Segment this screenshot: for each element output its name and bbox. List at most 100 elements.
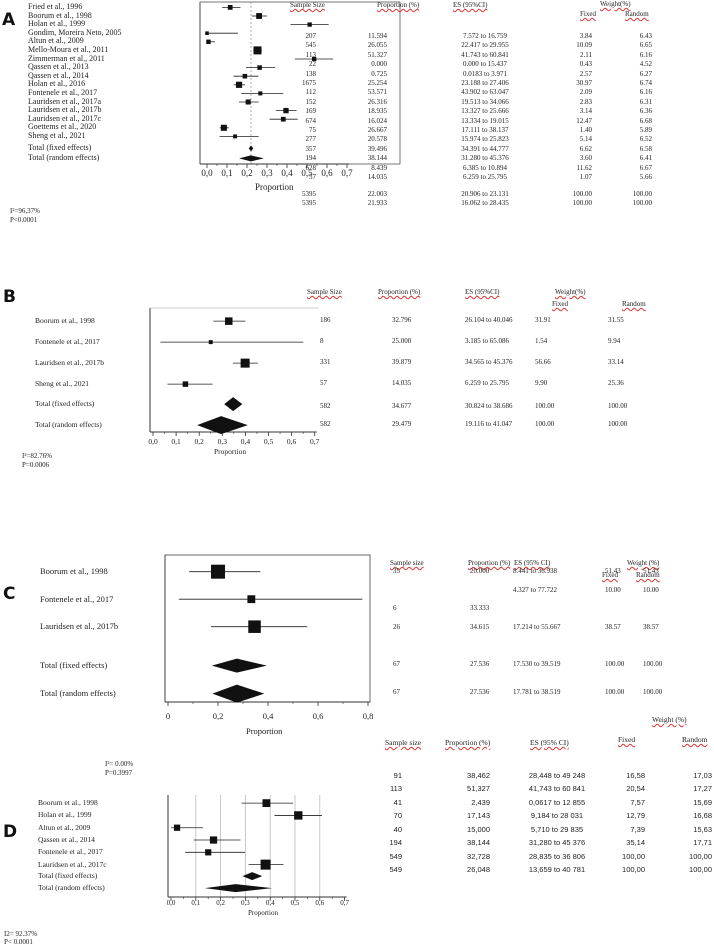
table-cell-prop: 20.578 — [367, 135, 387, 144]
table-cell-es: 28,835 to 36 806 — [528, 852, 586, 861]
table-cell-wf: 51.43 — [605, 567, 621, 575]
x-tick-label: 0,5 — [301, 168, 313, 178]
study-name: Lauridsen et al., 2017b — [40, 621, 119, 631]
study-estimate-square — [211, 564, 225, 579]
panel-label: D — [3, 822, 18, 842]
study-name: Holan et al., 1999 — [38, 810, 92, 820]
table-cell-wr: 38.57 — [643, 623, 659, 631]
table-cell-prop: 17,143 — [467, 811, 490, 821]
x-tick-label: 0,3 — [241, 899, 250, 907]
random-effects-diamond — [197, 416, 248, 435]
table-cell-es: 26.104 to 40.046 — [465, 316, 513, 324]
table-cell-wr: 6.52 — [639, 135, 652, 144]
table-cell-prop: 26.667 — [367, 126, 387, 134]
table-cell-prop: 26.055 — [367, 41, 387, 50]
table-cell-es: 8.441 to 36.938 — [513, 567, 557, 575]
column-header-fixed: Fixed — [580, 10, 596, 18]
table-cell-wf: 2.09 — [579, 88, 592, 97]
column-header-fixed: Fixed — [552, 300, 568, 308]
table-cell-prop: 32,728 — [467, 852, 490, 861]
column-header-prop: Proportion (%) — [445, 738, 491, 747]
table-cell-es: 13.327 to 25.666 — [461, 107, 509, 116]
table-cell-es: 17.111 to 38.137 — [461, 126, 509, 134]
study-estimate-square — [182, 381, 189, 387]
study-estimate-square — [235, 81, 243, 88]
table-cell-es: 13.334 to 19.015 — [461, 116, 509, 125]
table-cell-prop: 21.933 — [367, 199, 387, 207]
total-name: Total (random effects) — [38, 883, 105, 892]
table-cell-wf: 31.91 — [535, 316, 551, 324]
plot-frame — [164, 554, 371, 703]
random-effects-diamond — [212, 684, 265, 703]
table-cell-n: 5395 — [302, 190, 316, 198]
table-cell-wr: 33.14 — [608, 358, 624, 366]
table-cell-n: 186 — [320, 316, 331, 324]
table-cell-es: 6.385 to 10.894 — [463, 163, 507, 172]
study-name: Fontenele et al., 2017 — [35, 337, 100, 346]
x-axis-label: Proportion — [248, 909, 278, 917]
table-cell-wr: 17,71 — [693, 838, 712, 847]
column-header-es: ES (95% CI) — [514, 559, 551, 567]
column-header-weight: Weight (%) — [652, 715, 687, 724]
table-cell-es: 3.185 to 65.086 — [465, 337, 509, 345]
table-cell-prop: 34.677 — [392, 402, 412, 410]
table-cell-es: 23.188 to 27.406 — [461, 79, 509, 87]
table-cell-es: 41,743 to 60 841 — [528, 784, 586, 794]
table-cell-wf: 7,39 — [630, 824, 645, 834]
table-cell-es: 15.974 to 25.823 — [461, 135, 509, 144]
column-header-es: ES (95% CI) — [530, 738, 569, 747]
table-cell-prop: 27.536 — [470, 660, 490, 668]
x-tick-label: 0,5 — [290, 899, 300, 907]
table-cell-es: 22.417 to 29.955 — [461, 41, 509, 50]
study-estimate-square — [205, 849, 212, 856]
table-cell-es: 17.781 to 38.519 — [513, 688, 561, 696]
study-name: Qassen et al., 2014 — [38, 834, 95, 844]
study-name: Qassen et al., 2013 — [28, 62, 89, 72]
x-tick-label: 0,8 — [362, 711, 374, 721]
study-name: Altun et al., 2009 — [28, 36, 84, 46]
table-cell-wf: 100.00 — [605, 660, 625, 668]
table-cell-es: 17.214 to 55.667 — [513, 623, 561, 631]
table-cell-wr: 15,63 — [693, 824, 712, 834]
table-cell-wr: 6.65 — [639, 41, 652, 50]
table-cell-n: 70 — [393, 811, 402, 821]
table-cell-wf: 3.84 — [579, 32, 592, 40]
table-cell-wf: 10.09 — [576, 41, 592, 50]
study-estimate-square — [206, 39, 211, 45]
table-cell-wf: 100.00 — [605, 688, 625, 696]
table-cell-wf: 35,14 — [626, 838, 645, 847]
study-estimate-square — [248, 620, 261, 633]
table-cell-es: 43.902 to 63.047 — [461, 88, 509, 97]
table-cell-es: 6.259 to 25.795 — [465, 379, 509, 387]
study-name: Mello-Moura et al., 2011 — [28, 45, 109, 54]
table-cell-n: 57 — [309, 173, 316, 181]
heterogeneity-i2: I²=82.76% — [22, 452, 52, 460]
table-cell-wr: 16,68 — [693, 811, 712, 821]
table-cell-wf: 3.14 — [579, 107, 592, 116]
x-tick-label: 0,5 — [263, 437, 274, 446]
table-cell-es: 9,184 to 28 031 — [530, 811, 584, 821]
table-cell-wf: 100.00 — [535, 420, 555, 428]
table-cell-es: 19.513 to 34.066 — [461, 97, 509, 106]
column-header-prop: Proportion (%) — [377, 1, 420, 9]
table-cell-wf: 11.62 — [576, 163, 593, 172]
study-estimate-square — [227, 5, 233, 10]
column-header-n: Sample Size — [307, 288, 342, 296]
table-cell-prop: 38,462 — [467, 771, 490, 780]
table-cell-wf: 3.60 — [579, 154, 592, 163]
table-cell-wf: 9.90 — [535, 379, 548, 387]
table-cell-wf: 100,00 — [622, 852, 645, 861]
table-cell-wf: 2.57 — [579, 69, 592, 78]
table-cell-wr: 5.66 — [639, 173, 652, 181]
table-cell-wf: 2.11 — [580, 50, 592, 59]
heterogeneity-p-value: P=0.0006 — [22, 461, 50, 469]
table-cell-prop: 38.144 — [367, 154, 387, 163]
table-cell-wf: 2.83 — [579, 97, 592, 106]
table-cell-es: 28,448 to 49 248 — [528, 771, 586, 780]
table-cell-wr: 100.00 — [632, 199, 652, 207]
fixed-effects-diamond — [248, 145, 254, 152]
x-tick-label: 0,7 — [340, 899, 349, 907]
table-cell-n: 67 — [393, 688, 400, 696]
study-name: Altun et al., 2009 — [38, 822, 91, 832]
study-name: Sheng et al., 2021 — [28, 131, 86, 140]
